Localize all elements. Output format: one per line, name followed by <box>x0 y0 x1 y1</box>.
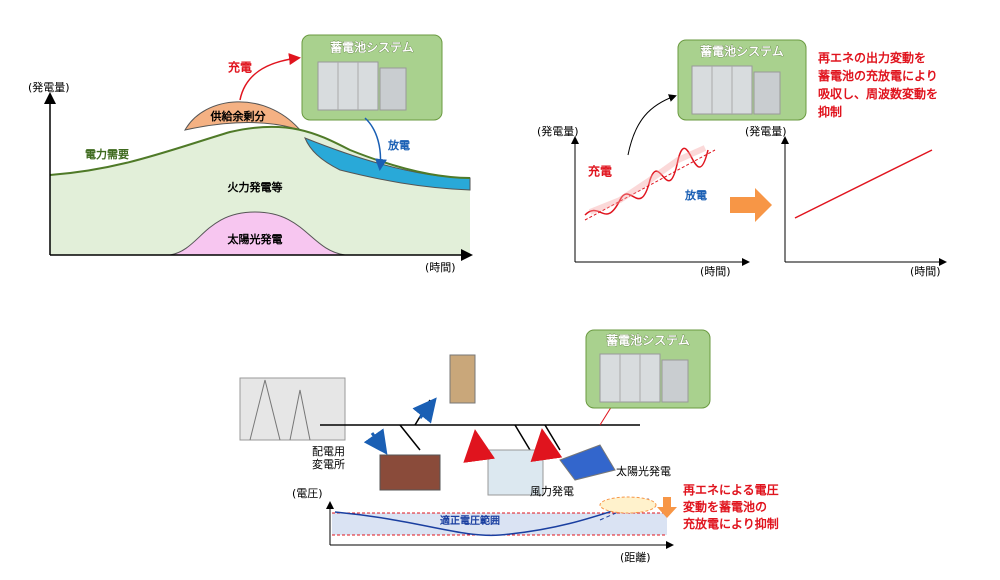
charge-label: 充電 <box>228 60 252 75</box>
x-axis-label: (時間) <box>910 265 941 278</box>
y-axis-label: (電圧) <box>292 487 323 500</box>
note: 再エネの出力変動を 蓄電池の充放電により 吸収し、周波数変動を 抑制 <box>818 50 942 119</box>
battery-title: 蓄電池システム <box>330 40 414 55</box>
surplus-label: 供給余剰分 <box>210 109 267 123</box>
demand-label: 電力需要 <box>85 147 129 161</box>
y-axis-label: (発電量) <box>28 80 70 94</box>
solar-label: 太陽光発電 <box>616 464 671 478</box>
note: 再エネによる電圧 変動を蓄電池の 充放電により抑制 <box>683 483 783 531</box>
x-axis-label: (時間) <box>700 265 731 278</box>
substation-label: 配電用 変電所 <box>312 445 349 471</box>
x-axis-label: (時間) <box>425 261 456 274</box>
discharge-label: 放電 <box>684 188 707 202</box>
battery-title: 蓄電池システム <box>606 333 690 348</box>
solar-label: 太陽光発電 <box>227 232 283 246</box>
charge-label: 充電 <box>588 164 612 179</box>
battery-title: 蓄電池システム <box>700 44 784 59</box>
panel-voltage: 配電用 変電所 風力発電 太陽光発電 蓄電池システム (電圧) (距離) 適正電… <box>239 329 783 564</box>
thermal-label: 火力発電等 <box>228 180 283 194</box>
panel-frequency: (発電量) (時間) 充電 放電 蓄電池システム 再エネの出力変動を 蓄電池の充… <box>537 39 947 278</box>
panel-supply: (発電量) (時間) 充電 蓄電池システム 放電 供給余剰分 電力需要 火力発電… <box>28 34 473 274</box>
y-axis-label: (発電量) <box>745 124 787 138</box>
discharge-label: 放電 <box>387 138 410 152</box>
y-axis-label: (発電量) <box>537 124 579 138</box>
band-label: 適正電圧範囲 <box>440 514 500 527</box>
wind-label: 風力発電 <box>530 484 574 498</box>
x-axis-label: (距離) <box>620 550 651 564</box>
